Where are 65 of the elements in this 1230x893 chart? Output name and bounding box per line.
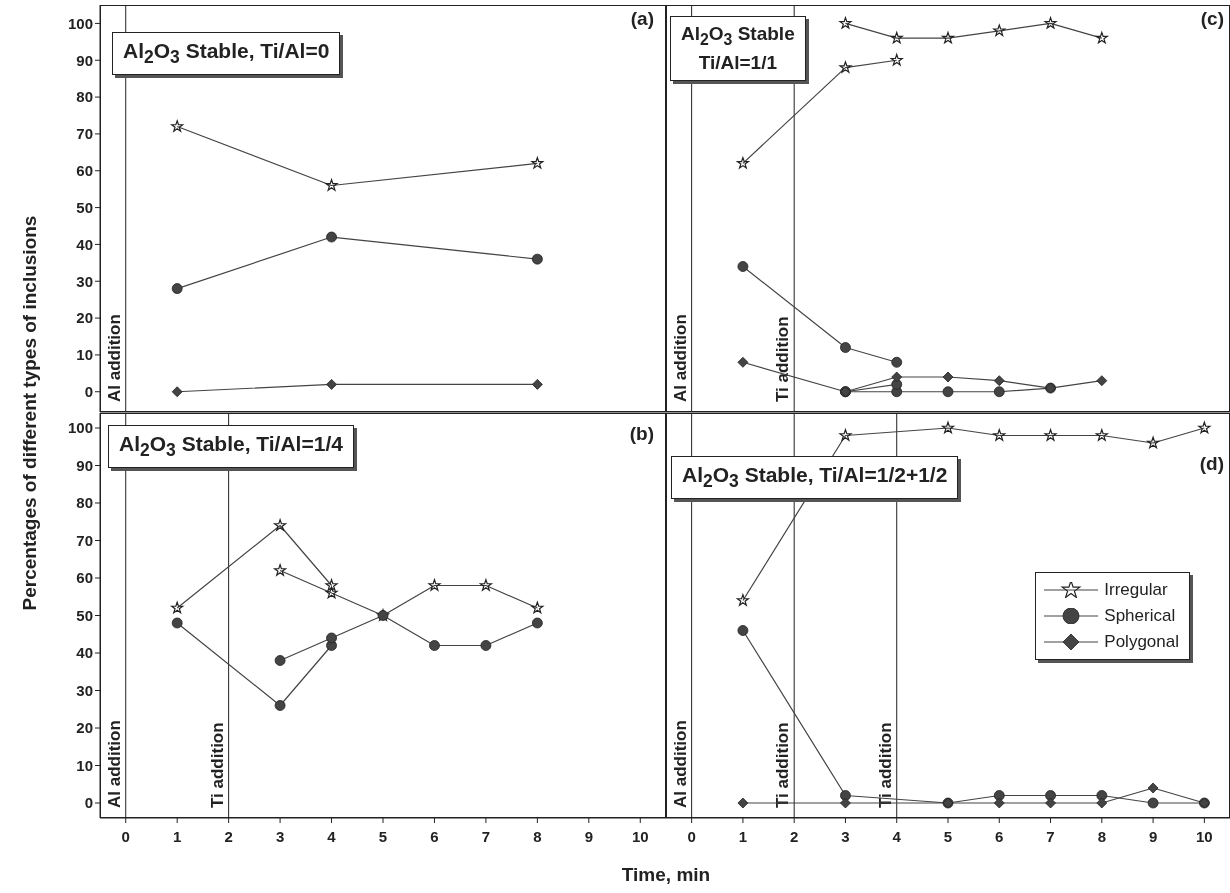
y-tick-label: 0 bbox=[84, 383, 93, 401]
ref-line-label: Ti addition bbox=[773, 316, 793, 402]
legend-label: Spherical bbox=[1104, 605, 1176, 626]
x-tick-label: 3 bbox=[841, 827, 850, 845]
x-tick-label: 9 bbox=[1148, 827, 1158, 845]
x-tick-label: 9 bbox=[584, 827, 593, 845]
ref-line-label: Al addition bbox=[104, 314, 124, 402]
x-tick-label: 2 bbox=[224, 827, 233, 845]
text: Al$_{2}$O$_{3}$ Stable, Ti/Al=1/4 bbox=[119, 431, 343, 463]
y-tick-label: 40 bbox=[76, 235, 93, 253]
y-tick-label: 70 bbox=[76, 531, 93, 549]
x-tick-label: 6 bbox=[995, 827, 1004, 845]
x-tick-label: 10 bbox=[631, 827, 649, 845]
x-tick-label: 5 bbox=[943, 827, 953, 845]
y-tick-label: 10 bbox=[76, 756, 93, 774]
x-tick-label: 0 bbox=[687, 827, 696, 845]
y-tick-label: 20 bbox=[76, 719, 93, 737]
y-tick-label: 60 bbox=[76, 162, 93, 180]
y-tick-label: 70 bbox=[76, 125, 93, 143]
y-tick-label: 90 bbox=[76, 456, 93, 474]
annotation: (c) bbox=[1200, 8, 1224, 30]
x-tick-label: 2 bbox=[790, 827, 799, 845]
text: Al$_{2}$O$_{3}$ Stable, Ti/Al=0 bbox=[123, 38, 330, 70]
y-tick-label: 90 bbox=[76, 51, 93, 69]
x-axis-title: Time, min bbox=[621, 864, 711, 886]
y-tick-label: 50 bbox=[76, 606, 93, 624]
x-tick-label: 7 bbox=[481, 827, 491, 845]
x-tick-label: 5 bbox=[378, 827, 388, 845]
ref-line-label: Al addition bbox=[670, 314, 690, 402]
ref-line-label: Al addition bbox=[104, 720, 124, 808]
y-tick-label: 0 bbox=[84, 794, 93, 812]
y-tick-label: 30 bbox=[76, 681, 93, 699]
y-tick-label: 80 bbox=[76, 88, 93, 106]
x-tick-label: 3 bbox=[275, 827, 285, 845]
y-tick-label: 80 bbox=[76, 494, 93, 512]
text: Al$_{2}$O$_{3}$ Stable Ti/Al=1/1 bbox=[681, 22, 795, 76]
x-tick-label: 1 bbox=[173, 827, 182, 845]
x-tick-label: 4 bbox=[892, 827, 902, 845]
legend-label: Polygonal bbox=[1104, 631, 1179, 652]
x-tick-label: 8 bbox=[1097, 827, 1106, 845]
y-tick-label: 100 bbox=[67, 419, 93, 437]
ref-line-label: Ti addition bbox=[207, 722, 227, 808]
x-tick-label: 10 bbox=[1196, 827, 1213, 845]
x-tick-label: 0 bbox=[121, 827, 130, 845]
y-tick-label: 60 bbox=[76, 569, 93, 587]
annotation: (b) bbox=[629, 423, 654, 445]
x-tick-label: 4 bbox=[327, 827, 337, 845]
ref-line-label: Al addition bbox=[670, 720, 690, 808]
x-tick-label: 7 bbox=[1046, 827, 1055, 845]
y-tick-label: 40 bbox=[76, 644, 93, 662]
y-axis-title: Percentages of different types of inclusions bbox=[19, 215, 41, 611]
y-tick-label: 100 bbox=[67, 14, 93, 32]
y-tick-label: 10 bbox=[76, 346, 93, 364]
annotation: (a) bbox=[630, 8, 654, 30]
ref-line-label: Ti addition bbox=[875, 722, 895, 808]
y-tick-label: 50 bbox=[76, 198, 93, 216]
text: Al$_{2}$O$_{3}$ Stable, Ti/Al=1/2+1/2 bbox=[682, 462, 948, 494]
x-tick-label: 1 bbox=[738, 827, 748, 845]
y-tick-label: 20 bbox=[76, 309, 93, 327]
x-tick-label: 8 bbox=[533, 827, 542, 845]
annotation: (d) bbox=[1199, 453, 1224, 475]
ref-line-label: Ti addition bbox=[773, 722, 793, 808]
x-tick-label: 6 bbox=[430, 827, 439, 845]
legend-label: Irregular bbox=[1104, 579, 1168, 600]
y-tick-label: 30 bbox=[76, 272, 93, 290]
